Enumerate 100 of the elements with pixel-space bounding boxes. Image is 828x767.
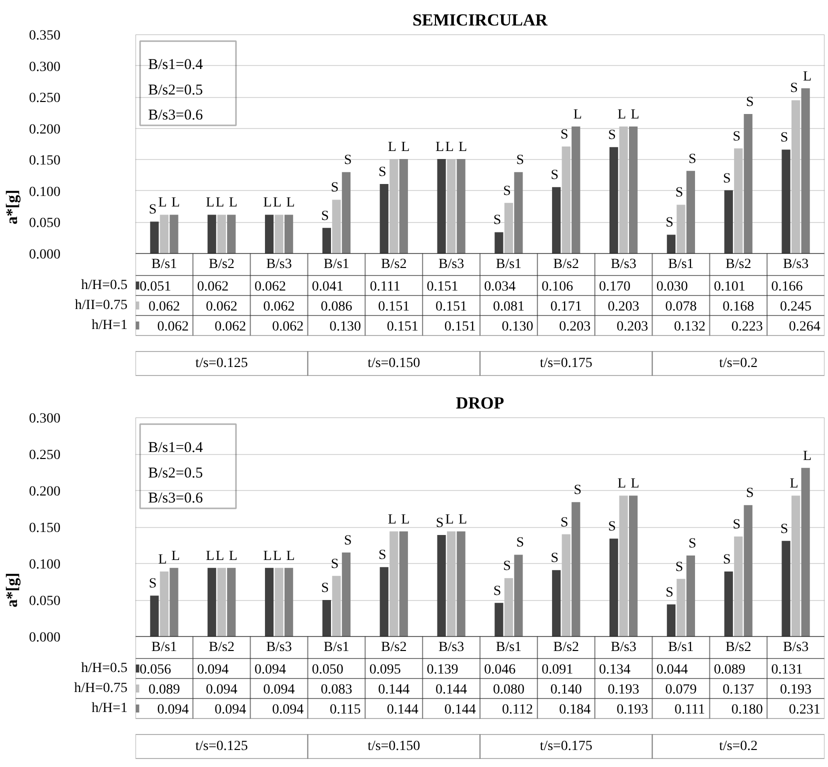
x-tick-label: B/s1 bbox=[151, 257, 178, 272]
text: t/s=0.2 bbox=[719, 739, 758, 754]
text: t/s=0.175 bbox=[540, 739, 592, 754]
data-label: 0.203 bbox=[608, 300, 640, 314]
annotation: S bbox=[608, 128, 616, 144]
x-tick-label: B/s1 bbox=[668, 640, 694, 655]
bar bbox=[724, 190, 733, 254]
data-label: 0.132 bbox=[674, 320, 706, 334]
y-tick-label: 0.250 bbox=[29, 91, 60, 106]
annotation: L bbox=[618, 476, 626, 492]
data-label: 0.144 bbox=[378, 682, 410, 698]
data-label: 0.079 bbox=[665, 682, 697, 698]
y-tick-label: 0.300 bbox=[29, 60, 60, 75]
data-label: 0.050 bbox=[312, 662, 344, 678]
annotation: S bbox=[330, 556, 339, 572]
data-label: 0.203 bbox=[616, 320, 648, 334]
annotation: S bbox=[723, 552, 731, 568]
y-tick-label: 0.200 bbox=[29, 484, 60, 500]
data-label: 0.062 bbox=[272, 320, 304, 334]
data-label: 0.168 bbox=[722, 300, 754, 314]
annotation: B/s2=0.5 bbox=[148, 465, 203, 482]
x-tick-label: B/s3 bbox=[266, 257, 292, 272]
annotation: L bbox=[445, 512, 454, 528]
annotation: L bbox=[401, 140, 410, 156]
bar bbox=[609, 147, 618, 254]
bar bbox=[666, 234, 676, 254]
y-tick-label: 0.150 bbox=[29, 154, 60, 169]
data-label: 0.062 bbox=[197, 280, 229, 294]
bar bbox=[572, 502, 580, 636]
x-tick-label: B/s1 bbox=[151, 640, 178, 655]
bar bbox=[170, 568, 178, 636]
bar bbox=[390, 159, 398, 254]
data-label: 0.171 bbox=[550, 300, 582, 314]
y-tick-label: 0.100 bbox=[29, 184, 60, 200]
annotation: L bbox=[630, 107, 640, 122]
bar bbox=[227, 568, 236, 636]
data-label: 0.094 bbox=[254, 662, 286, 678]
bar bbox=[284, 214, 294, 254]
annotation: S bbox=[503, 559, 511, 574]
legend-label: h/H=0.5 bbox=[81, 661, 128, 676]
annotation: S bbox=[344, 153, 352, 168]
bar bbox=[380, 567, 388, 636]
bar bbox=[332, 576, 341, 636]
x-tick-label: B/s2 bbox=[208, 640, 234, 655]
data-label: 0.130 bbox=[502, 320, 534, 334]
annotation: L bbox=[158, 552, 167, 568]
bar bbox=[446, 531, 456, 636]
x-tick-label: B/s1 bbox=[324, 640, 350, 655]
y-tick-label: 0.250 bbox=[29, 448, 60, 463]
annotation: S bbox=[493, 213, 502, 228]
x-tick-label: B/s3 bbox=[266, 640, 292, 655]
data-label: 0.094 bbox=[214, 702, 246, 718]
data-label: 0.193 bbox=[616, 702, 648, 718]
data-label: 0.111 bbox=[370, 280, 400, 294]
annotation: L bbox=[401, 512, 410, 528]
bar bbox=[208, 568, 216, 636]
bar bbox=[572, 126, 580, 254]
annotation: B/s1=0.4 bbox=[148, 57, 204, 74]
annotation: L bbox=[273, 548, 282, 564]
legend-label: h/H=1 bbox=[92, 701, 128, 716]
annotation: L bbox=[171, 196, 180, 211]
data-label: 0.062 bbox=[214, 320, 246, 334]
annotation: B/s1=0.4 bbox=[148, 440, 204, 456]
data-label: 0.144 bbox=[436, 682, 468, 698]
annotation: S bbox=[732, 517, 741, 532]
data-label: 0.144 bbox=[444, 702, 476, 718]
data-label: 0.094 bbox=[197, 662, 229, 678]
data-label: 0.094 bbox=[272, 702, 304, 718]
annotation: S bbox=[503, 184, 511, 199]
text: t/s=0.150 bbox=[368, 356, 420, 371]
x-tick-label: B/s2 bbox=[208, 257, 234, 272]
chart-title: SEMICIRCULAR bbox=[412, 10, 548, 30]
y-tick-label: 0.000 bbox=[29, 630, 60, 646]
data-label: 0.062 bbox=[254, 280, 286, 294]
annotation: S bbox=[688, 536, 696, 552]
y-tick-label: 0.000 bbox=[29, 248, 60, 262]
data-label: 0.112 bbox=[502, 702, 533, 718]
annotation: L bbox=[388, 140, 396, 156]
data-label: 0.051 bbox=[140, 280, 172, 294]
bar bbox=[380, 184, 388, 254]
data-label: 0.034 bbox=[484, 280, 516, 294]
y-tick-label: 0.100 bbox=[29, 558, 60, 572]
x-tick-label: B/s1 bbox=[496, 257, 522, 272]
x-tick-label: B/s2 bbox=[553, 640, 579, 655]
annotation: L bbox=[388, 512, 396, 528]
data-label: 0.180 bbox=[731, 702, 763, 718]
data-label: 0.151 bbox=[436, 300, 468, 314]
bar bbox=[437, 159, 446, 254]
bar bbox=[284, 568, 294, 636]
data-label: 0.151 bbox=[444, 320, 476, 334]
text: t/s=0.125 bbox=[195, 739, 248, 754]
data-label: 0.062 bbox=[263, 300, 295, 314]
data-label: 0.062 bbox=[157, 320, 189, 334]
legend-label: h/H=0.5 bbox=[81, 278, 128, 293]
annotation: S bbox=[321, 581, 329, 596]
bar bbox=[264, 214, 274, 254]
x-tick-label: B/s2 bbox=[553, 257, 579, 272]
bar bbox=[456, 159, 466, 254]
bar bbox=[399, 159, 408, 254]
data-label: 0.264 bbox=[788, 320, 820, 334]
